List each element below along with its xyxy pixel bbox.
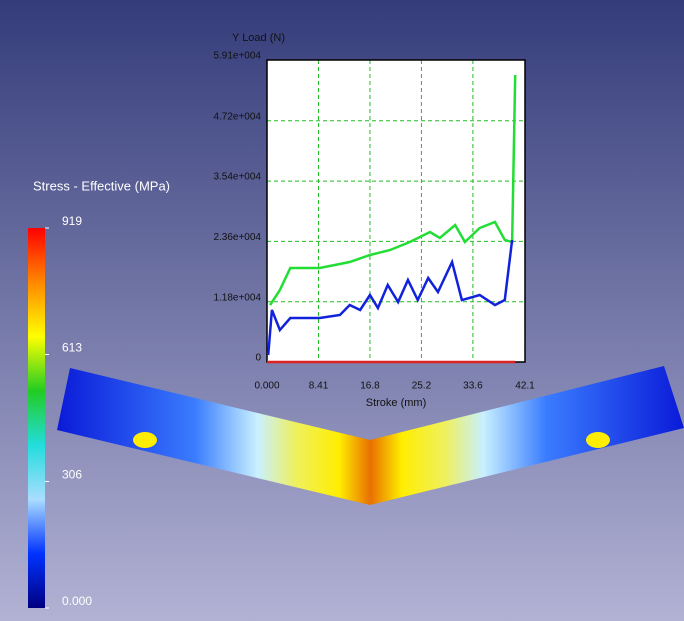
- colorbar-tick-label: 919: [62, 214, 82, 228]
- colorbar-tick-label: 613: [62, 341, 82, 355]
- y-tick-label: 5.91e+004: [213, 51, 261, 62]
- x-tick-label: 42.1: [515, 381, 535, 392]
- y-axis-title: Y Load (N): [232, 32, 285, 44]
- x-tick-label: 25.2: [412, 381, 432, 392]
- colorbar-tick-label: 0.000: [62, 594, 92, 608]
- x-axis-title: Stroke (mm): [366, 397, 427, 409]
- y-tick-label: 4.72e+004: [213, 111, 261, 122]
- y-tick-label: 0: [255, 353, 261, 364]
- hot-spot: [133, 432, 157, 448]
- x-tick-label: 16.8: [360, 381, 380, 392]
- x-tick-label: 0.000: [254, 381, 279, 392]
- x-tick-label: 8.41: [309, 381, 329, 392]
- plot-area: [267, 60, 525, 362]
- hot-spot: [586, 432, 610, 448]
- y-tick-label: 1.18e+004: [213, 292, 261, 303]
- step-label: Step 14: [370, 77, 420, 93]
- page: {"chart_data": [ {"type": "line", "title…: [0, 0, 684, 621]
- chart: Step 14 Y Load (N) Stroke (mm) Stress - …: [0, 0, 684, 621]
- colorbar-title: Stress - Effective (MPa): [33, 178, 170, 193]
- y-tick-label: 3.54e+004: [213, 172, 261, 183]
- colorbar-tick-label: 306: [62, 468, 82, 482]
- x-tick-label: 33.6: [463, 381, 483, 392]
- y-tick-label: 2.36e+004: [213, 232, 261, 243]
- colorbar: [28, 228, 45, 608]
